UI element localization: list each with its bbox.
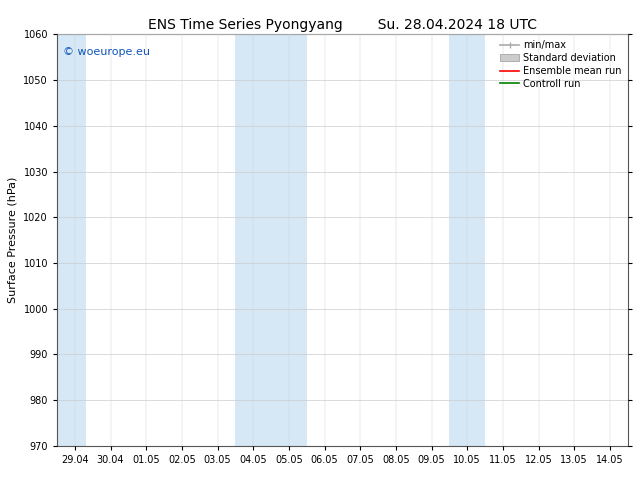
Bar bbox=[450, 34, 485, 446]
Legend: min/max, Standard deviation, Ensemble mean run, Controll run: min/max, Standard deviation, Ensemble me… bbox=[496, 36, 626, 93]
Bar bbox=[235, 34, 307, 446]
Title: ENS Time Series Pyongyang        Su. 28.04.2024 18 UTC: ENS Time Series Pyongyang Su. 28.04.2024… bbox=[148, 18, 537, 32]
Bar bbox=[57, 34, 86, 446]
Y-axis label: Surface Pressure (hPa): Surface Pressure (hPa) bbox=[8, 177, 18, 303]
Text: © woeurope.eu: © woeurope.eu bbox=[63, 47, 150, 57]
